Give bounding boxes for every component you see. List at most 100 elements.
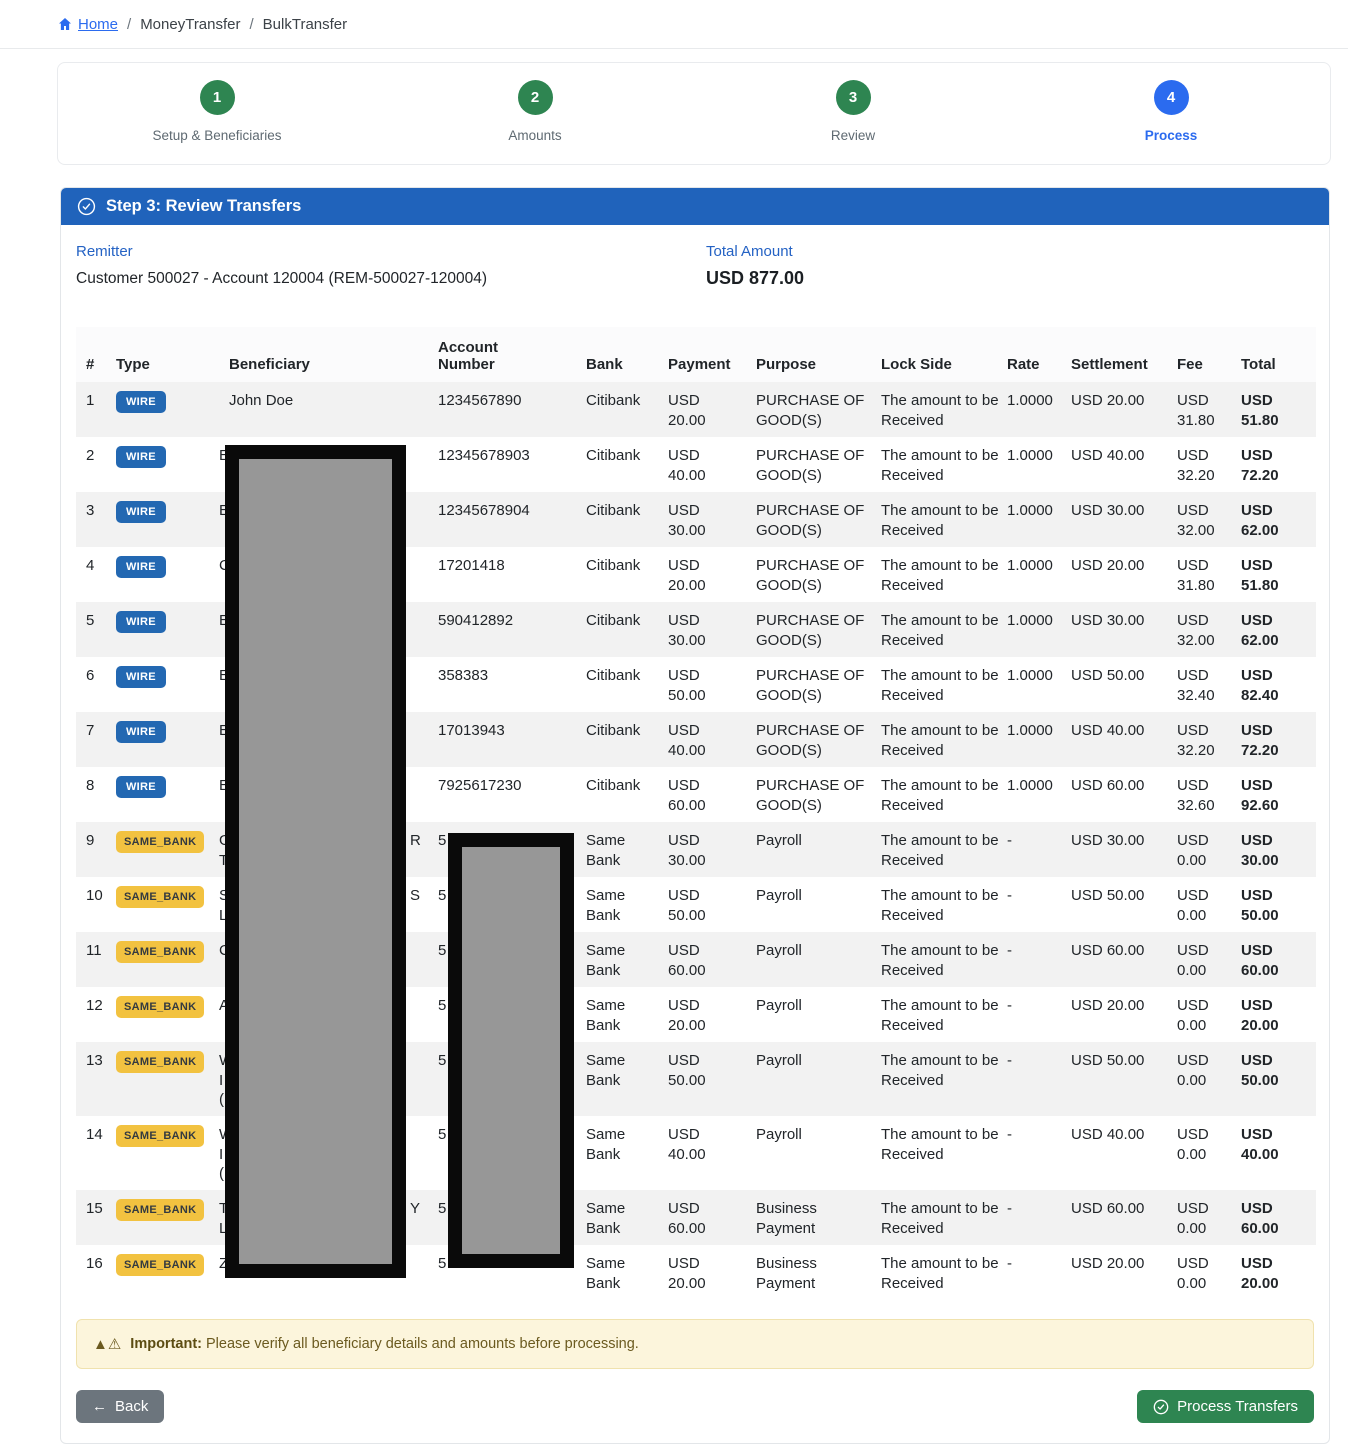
beneficiary-redacted-fragment: E <box>219 447 230 464</box>
cell-purpose: PURCHASE OF GOOD(S) <box>756 667 865 704</box>
cell-bank: Citibank <box>586 612 641 629</box>
cell-account-number: 5 <box>438 1200 447 1217</box>
table-row: 8 WIRE E 7925617230 Citibank USD 60.00 PURCHAS… <box>76 767 1316 822</box>
cell-beneficiary: G TR <box>219 822 438 877</box>
beneficiary-redacted-fragment: S L <box>219 887 230 924</box>
cell-row-number: 13 <box>86 1052 103 1069</box>
cell-account-number: 5 <box>438 1052 447 1069</box>
home-icon <box>57 16 73 32</box>
cell-payment: USD 20.00 <box>668 557 706 594</box>
cell-purpose: PURCHASE OF GOOD(S) <box>756 722 865 759</box>
cell-account-number: 12345678904 <box>438 502 530 519</box>
cell-lock-side: The amount to be Received <box>881 1255 999 1292</box>
step-4-label: Process <box>1144 128 1198 143</box>
cell-row-number: 15 <box>86 1200 103 1217</box>
cell-lock-side: The amount to be Received <box>881 612 999 649</box>
cell-payment: USD 60.00 <box>668 942 706 979</box>
step-process: 4 Process <box>1012 80 1330 143</box>
breadcrumb-home-label: Home <box>78 15 119 33</box>
warning-text: Important: Please verify all beneficiary… <box>130 1336 639 1352</box>
remitter-block: Remitter Customer 500027 - Account 12000… <box>76 243 706 289</box>
table-header: # Type Beneficiary Account Number Bank Paymen… <box>76 327 1316 382</box>
breadcrumb-home-link[interactable]: Home <box>57 16 118 33</box>
panel-title: Step 3: Review Transfers <box>106 197 302 215</box>
cell-settlement: USD 20.00 <box>1071 392 1145 409</box>
cell-rate: 1.0000 <box>1007 777 1053 794</box>
process-transfers-label: Process Transfers <box>1177 1398 1298 1415</box>
cell-bank: Citibank <box>586 392 641 409</box>
cell-row-number: 12 <box>86 997 103 1014</box>
cell-payment: USD 20.00 <box>668 997 706 1034</box>
cell-row-number: 1 <box>86 392 95 409</box>
type-badge: WIRE <box>116 611 166 634</box>
column-header-fee: Fee <box>1177 327 1241 382</box>
beneficiary-redacted-fragment: C <box>219 941 230 961</box>
warning-strong: Important: <box>130 1336 202 1352</box>
beneficiary-redacted-fragment: Z <box>219 1255 229 1272</box>
cell-total: USD 60.00 <box>1241 1200 1279 1237</box>
breadcrumb: Home / MoneyTransfer / BulkTransfer <box>0 0 1348 49</box>
cell-total: USD 51.80 <box>1241 557 1279 594</box>
beneficiary-redacted-fragment: C <box>219 556 230 576</box>
cell-type: WIRE <box>116 547 229 602</box>
cell-type: SAME_BANK <box>116 1245 229 1300</box>
cell-lock-side: The amount to be Received <box>881 502 999 539</box>
cell-bank: Same Bank <box>586 1126 626 1163</box>
step-2-circle: 2 <box>517 80 553 115</box>
cell-total: USD 60.00 <box>1241 942 1279 979</box>
total-amount-value: USD 877.00 <box>706 268 805 288</box>
type-badge: WIRE <box>116 666 166 689</box>
back-button[interactable]: ← Back <box>76 1390 165 1423</box>
cell-total: USD 50.00 <box>1241 887 1279 924</box>
column-header-bank: Bank <box>586 327 668 382</box>
cell-total: USD 92.60 <box>1241 777 1279 814</box>
cell-lock-side: The amount to be Received <box>881 557 999 594</box>
cell-type: SAME_BANK <box>116 822 229 877</box>
cell-account-number: 5 <box>438 1126 447 1143</box>
cell-payment: USD 50.00 <box>668 887 706 924</box>
cell-account-number: 590412892 <box>438 612 514 629</box>
cell-bank: Same Bank <box>586 1052 626 1089</box>
cell-payment: USD 30.00 <box>668 612 706 649</box>
cell-total: USD 40.00 <box>1241 1126 1279 1163</box>
cell-lock-side: The amount to be Received <box>881 447 999 484</box>
column-header-rate: Rate <box>1007 327 1071 382</box>
cell-settlement: USD 20.00 <box>1071 997 1145 1014</box>
column-header-lock-side: Lock Side <box>881 327 1007 382</box>
cell-fee: USD 0.00 <box>1177 1126 1209 1163</box>
cell-type: WIRE <box>116 437 229 492</box>
cell-purpose: Payroll <box>756 832 802 849</box>
cell-row-number: 5 <box>86 612 95 629</box>
warning-triangle-icon: ▲︎​⚠︎ <box>93 1336 122 1353</box>
cell-fee: USD 32.20 <box>1177 722 1215 759</box>
cell-bank: Citibank <box>586 777 641 794</box>
cell-type: SAME_BANK <box>116 877 229 932</box>
cell-rate: 1.0000 <box>1007 667 1053 684</box>
breadcrumb-separator: / <box>249 15 254 33</box>
beneficiary-redacted-fragment: T L <box>219 1200 229 1237</box>
cell-beneficiary: E <box>219 492 438 547</box>
cell-rate: 1.0000 <box>1007 502 1053 519</box>
back-arrow-icon: ← <box>92 1398 107 1415</box>
cell-type: WIRE <box>116 602 229 657</box>
check-circle-icon <box>77 197 96 216</box>
cell-account-number: 17201418 <box>438 557 505 574</box>
column-header-account-number: Account Number <box>438 327 586 382</box>
type-badge: SAME_BANK <box>116 831 205 854</box>
cell-type: SAME_BANK <box>116 1116 229 1190</box>
cell-total: USD 20.00 <box>1241 1255 1279 1292</box>
cell-payment: USD 50.00 <box>668 667 706 704</box>
cell-settlement: USD 20.00 <box>1071 1255 1145 1272</box>
type-badge: WIRE <box>116 776 166 799</box>
cell-purpose: Business Payment <box>756 1255 817 1292</box>
type-badge: SAME_BANK <box>116 1125 205 1148</box>
cell-payment: USD 40.00 <box>668 447 706 484</box>
cell-purpose: PURCHASE OF GOOD(S) <box>756 502 865 539</box>
process-transfers-button[interactable]: Process Transfers <box>1137 1390 1314 1423</box>
action-bar: ← Back Process Transfers <box>76 1390 1314 1443</box>
cell-rate: 1.0000 <box>1007 557 1053 574</box>
column-header-settlement: Settlement <box>1071 327 1177 382</box>
back-button-label: Back <box>115 1398 149 1415</box>
cell-fee: USD 31.80 <box>1177 392 1215 429</box>
